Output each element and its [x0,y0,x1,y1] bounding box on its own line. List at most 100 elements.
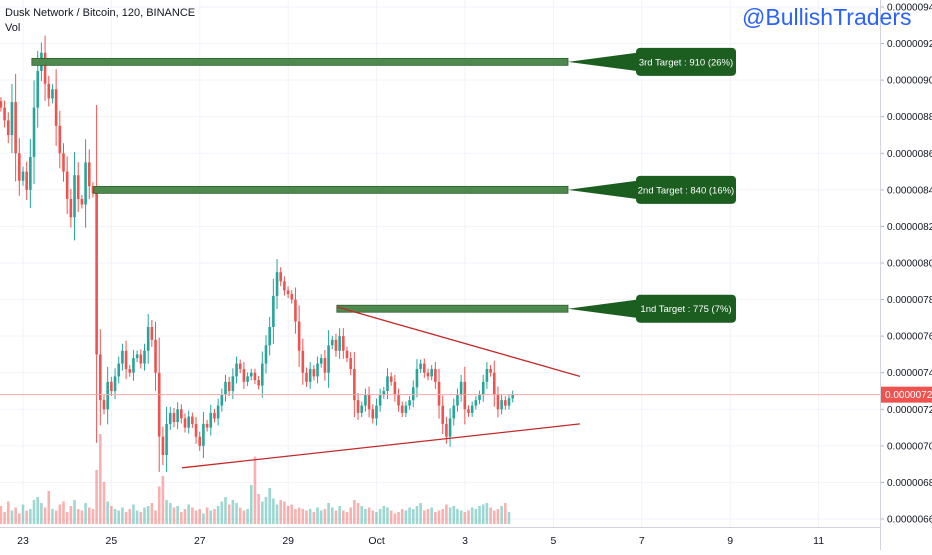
volume-bar [485,503,489,524]
volume-bar [47,491,51,524]
candle-body [21,171,25,181]
volume-bar [261,501,264,524]
volume-bar [301,509,305,524]
target-bar [93,185,569,194]
volume-bar [205,507,209,524]
candle-body [441,405,445,424]
volume-bar [106,501,109,524]
candle-body [481,381,485,395]
candles [0,35,514,473]
volume-bar [209,510,213,524]
candle-body [246,376,249,382]
volume-bar [194,510,198,524]
candle-body [275,272,279,296]
volume-bar [6,501,10,524]
x-tick-label: 5 [550,535,556,547]
volume-bar [180,512,183,524]
candle-body [367,394,371,410]
volume-bar [481,504,485,524]
volume-bar [62,501,65,524]
candle-body [492,372,496,395]
candle-body [91,186,95,194]
volume-bar [25,510,28,524]
volume-bar [275,504,279,524]
volume-bar [478,506,481,524]
volume-bar [224,497,227,524]
volume-bar [474,509,478,524]
target-callout [636,175,736,204]
candle-body [257,380,260,386]
x-tick-label: 11 [813,535,824,547]
volume-bar [404,510,408,524]
volume-bar [434,512,437,524]
volume-bar [489,507,492,524]
volume-bar [51,509,54,524]
candle-body [10,102,14,135]
candle-body [474,400,478,406]
candle-body [305,372,308,382]
volume-bar [456,509,459,524]
volume-bar [305,510,308,524]
candle-body [32,107,36,157]
trendline-lower [182,423,580,469]
volume-bar [500,506,503,524]
candle-body [242,369,246,382]
volume-bar [3,512,6,524]
candle-body [489,369,492,373]
candle-body [342,336,345,351]
candle-body [448,418,452,437]
candle-body [51,89,54,99]
volume-bar [253,456,257,524]
target-callout [636,294,736,323]
volume-bar [249,485,253,524]
candle-body [194,423,198,437]
candle-body [143,350,146,364]
volume-bar [426,509,430,524]
volume-bar [102,482,106,524]
candle-body [69,199,73,218]
volume-bar [0,506,3,524]
volume-bar [353,500,356,524]
candle-body [316,363,319,377]
candle-body [231,376,235,391]
candle-body [397,394,400,406]
candle-body [378,394,382,406]
candle-body [294,299,297,322]
volume-bar [264,497,268,524]
volume-bar [312,512,316,524]
candle-body [176,409,179,423]
volume-bar [157,486,161,524]
volume-bar [272,498,275,524]
symbol-title[interactable]: Dusk Network / Bitcoin, 120, BINANCE [5,7,196,19]
candle-body [84,162,87,205]
volume-bar [21,504,25,524]
candle-body [504,400,507,406]
volume-bar [14,507,17,524]
volume-bar [360,506,364,524]
candle-body [216,405,220,419]
candle-body [459,381,463,395]
volume-bar [132,504,135,524]
candle-body [172,412,176,423]
volume-bar [99,434,102,524]
candle-body [364,394,367,406]
candle-body [191,416,194,424]
volume-bar [80,510,84,524]
volume-bar [349,507,352,524]
candle-body [511,394,514,399]
volume-bar [10,510,14,524]
volume-label: Vol [5,22,21,34]
volume-bar [378,509,382,524]
last-price-badge [881,386,932,403]
candle-body [290,294,294,300]
x-tick-label: 29 [282,535,294,547]
volume-bar [69,506,73,524]
volume-bar [165,500,168,524]
volume-bar [213,509,216,524]
